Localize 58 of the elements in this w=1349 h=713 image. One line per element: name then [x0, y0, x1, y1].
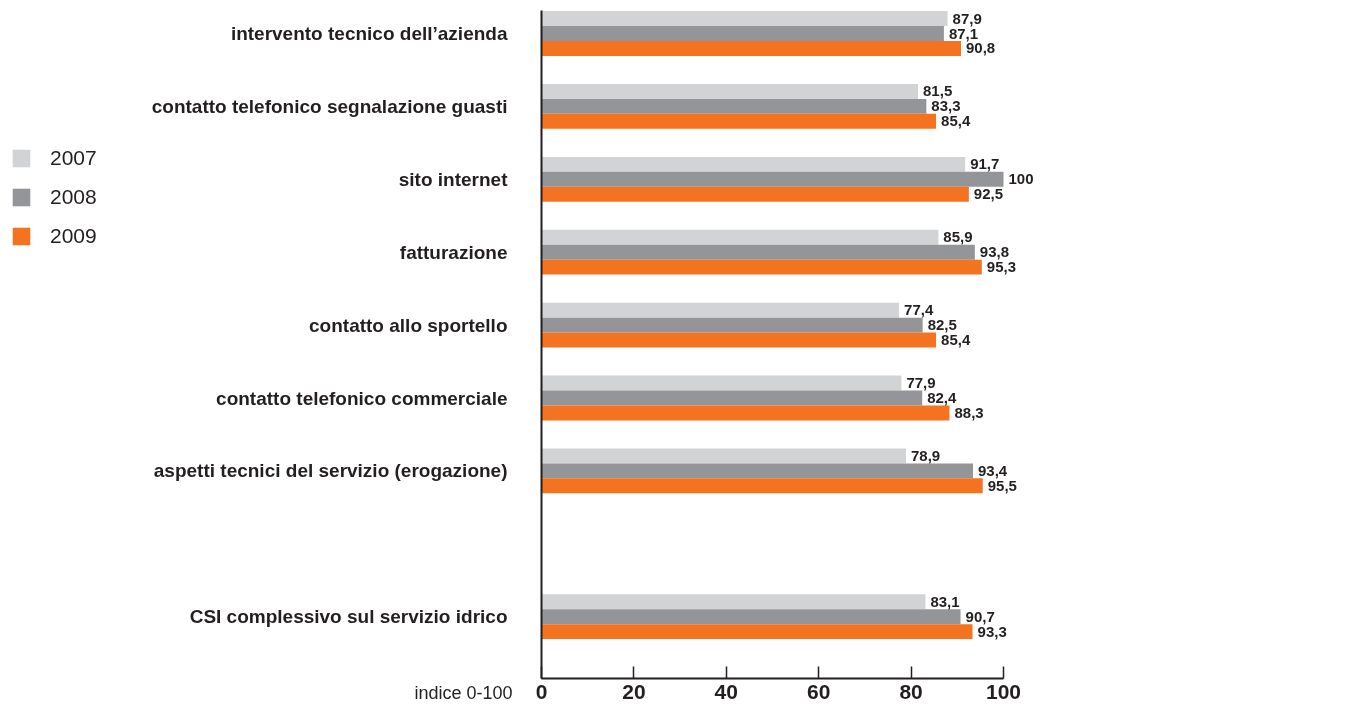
data-label: 85,9	[943, 228, 973, 246]
bar	[541, 156, 966, 172]
bar	[541, 40, 961, 56]
x-tick-label: 20	[622, 679, 646, 703]
bar	[541, 83, 919, 99]
bar	[541, 186, 969, 202]
bar	[541, 11, 948, 27]
bar	[541, 624, 973, 640]
bar	[541, 229, 939, 245]
bar	[541, 317, 923, 333]
data-label: 92,5	[973, 185, 1004, 203]
data-label: 90,7	[965, 607, 995, 625]
y-tick-label: contatto telefonico segnalazione guasti	[151, 95, 508, 117]
x-tick-label: 100	[985, 679, 1022, 703]
data-label: 100	[1008, 170, 1034, 188]
bar	[541, 375, 902, 391]
legend-label: 2008	[50, 185, 97, 209]
bar	[541, 244, 975, 260]
legend-label: 2009	[50, 224, 97, 248]
data-label: 77,9	[906, 374, 936, 392]
bar	[541, 609, 961, 625]
y-tick-label: CSI complessivo sul servizio idrico	[189, 606, 508, 628]
data-label: 82,4	[927, 389, 958, 406]
data-label: 77,4	[904, 301, 934, 319]
bar	[541, 390, 923, 406]
bar	[541, 302, 900, 318]
x-axis-title: indice 0-100	[414, 682, 513, 703]
data-label: 93,8	[979, 243, 1010, 261]
bar	[541, 463, 974, 479]
data-label: 93,4	[978, 461, 1008, 479]
x-tick-label: 60	[807, 679, 831, 703]
data-label: 87,9	[952, 9, 982, 27]
y-tick-label: intervento tecnico dell’azienda	[230, 23, 508, 44]
data-label: 88,3	[954, 403, 984, 421]
data-label: 78,9	[911, 446, 941, 464]
y-tick-label: contatto telefonico commerciale	[216, 387, 508, 409]
bar	[541, 171, 1004, 187]
x-tick-label: 80	[899, 679, 923, 703]
y-tick-label: fatturazione	[399, 241, 508, 263]
y-tick-label: sito internet	[398, 168, 509, 190]
y-tick-label: aspetti tecnici del servizio (erogazione)	[153, 460, 508, 482]
bar	[541, 259, 982, 275]
bar	[541, 478, 983, 494]
x-tick-label: 40	[714, 679, 738, 703]
data-label: 83,1	[930, 592, 960, 610]
bar	[541, 448, 907, 464]
bar	[541, 113, 937, 129]
data-label: 91,7	[970, 155, 1000, 173]
bar	[541, 98, 927, 114]
bar	[541, 594, 926, 610]
x-tick-label: 0	[535, 679, 548, 703]
bar	[541, 405, 950, 421]
bar	[541, 332, 937, 348]
bar	[541, 26, 944, 41]
data-label: 82,5	[927, 316, 957, 334]
data-label: 81,5	[923, 82, 953, 100]
legend-label: 2007	[50, 146, 97, 170]
y-tick-label: contatto allo sportello	[309, 314, 508, 336]
